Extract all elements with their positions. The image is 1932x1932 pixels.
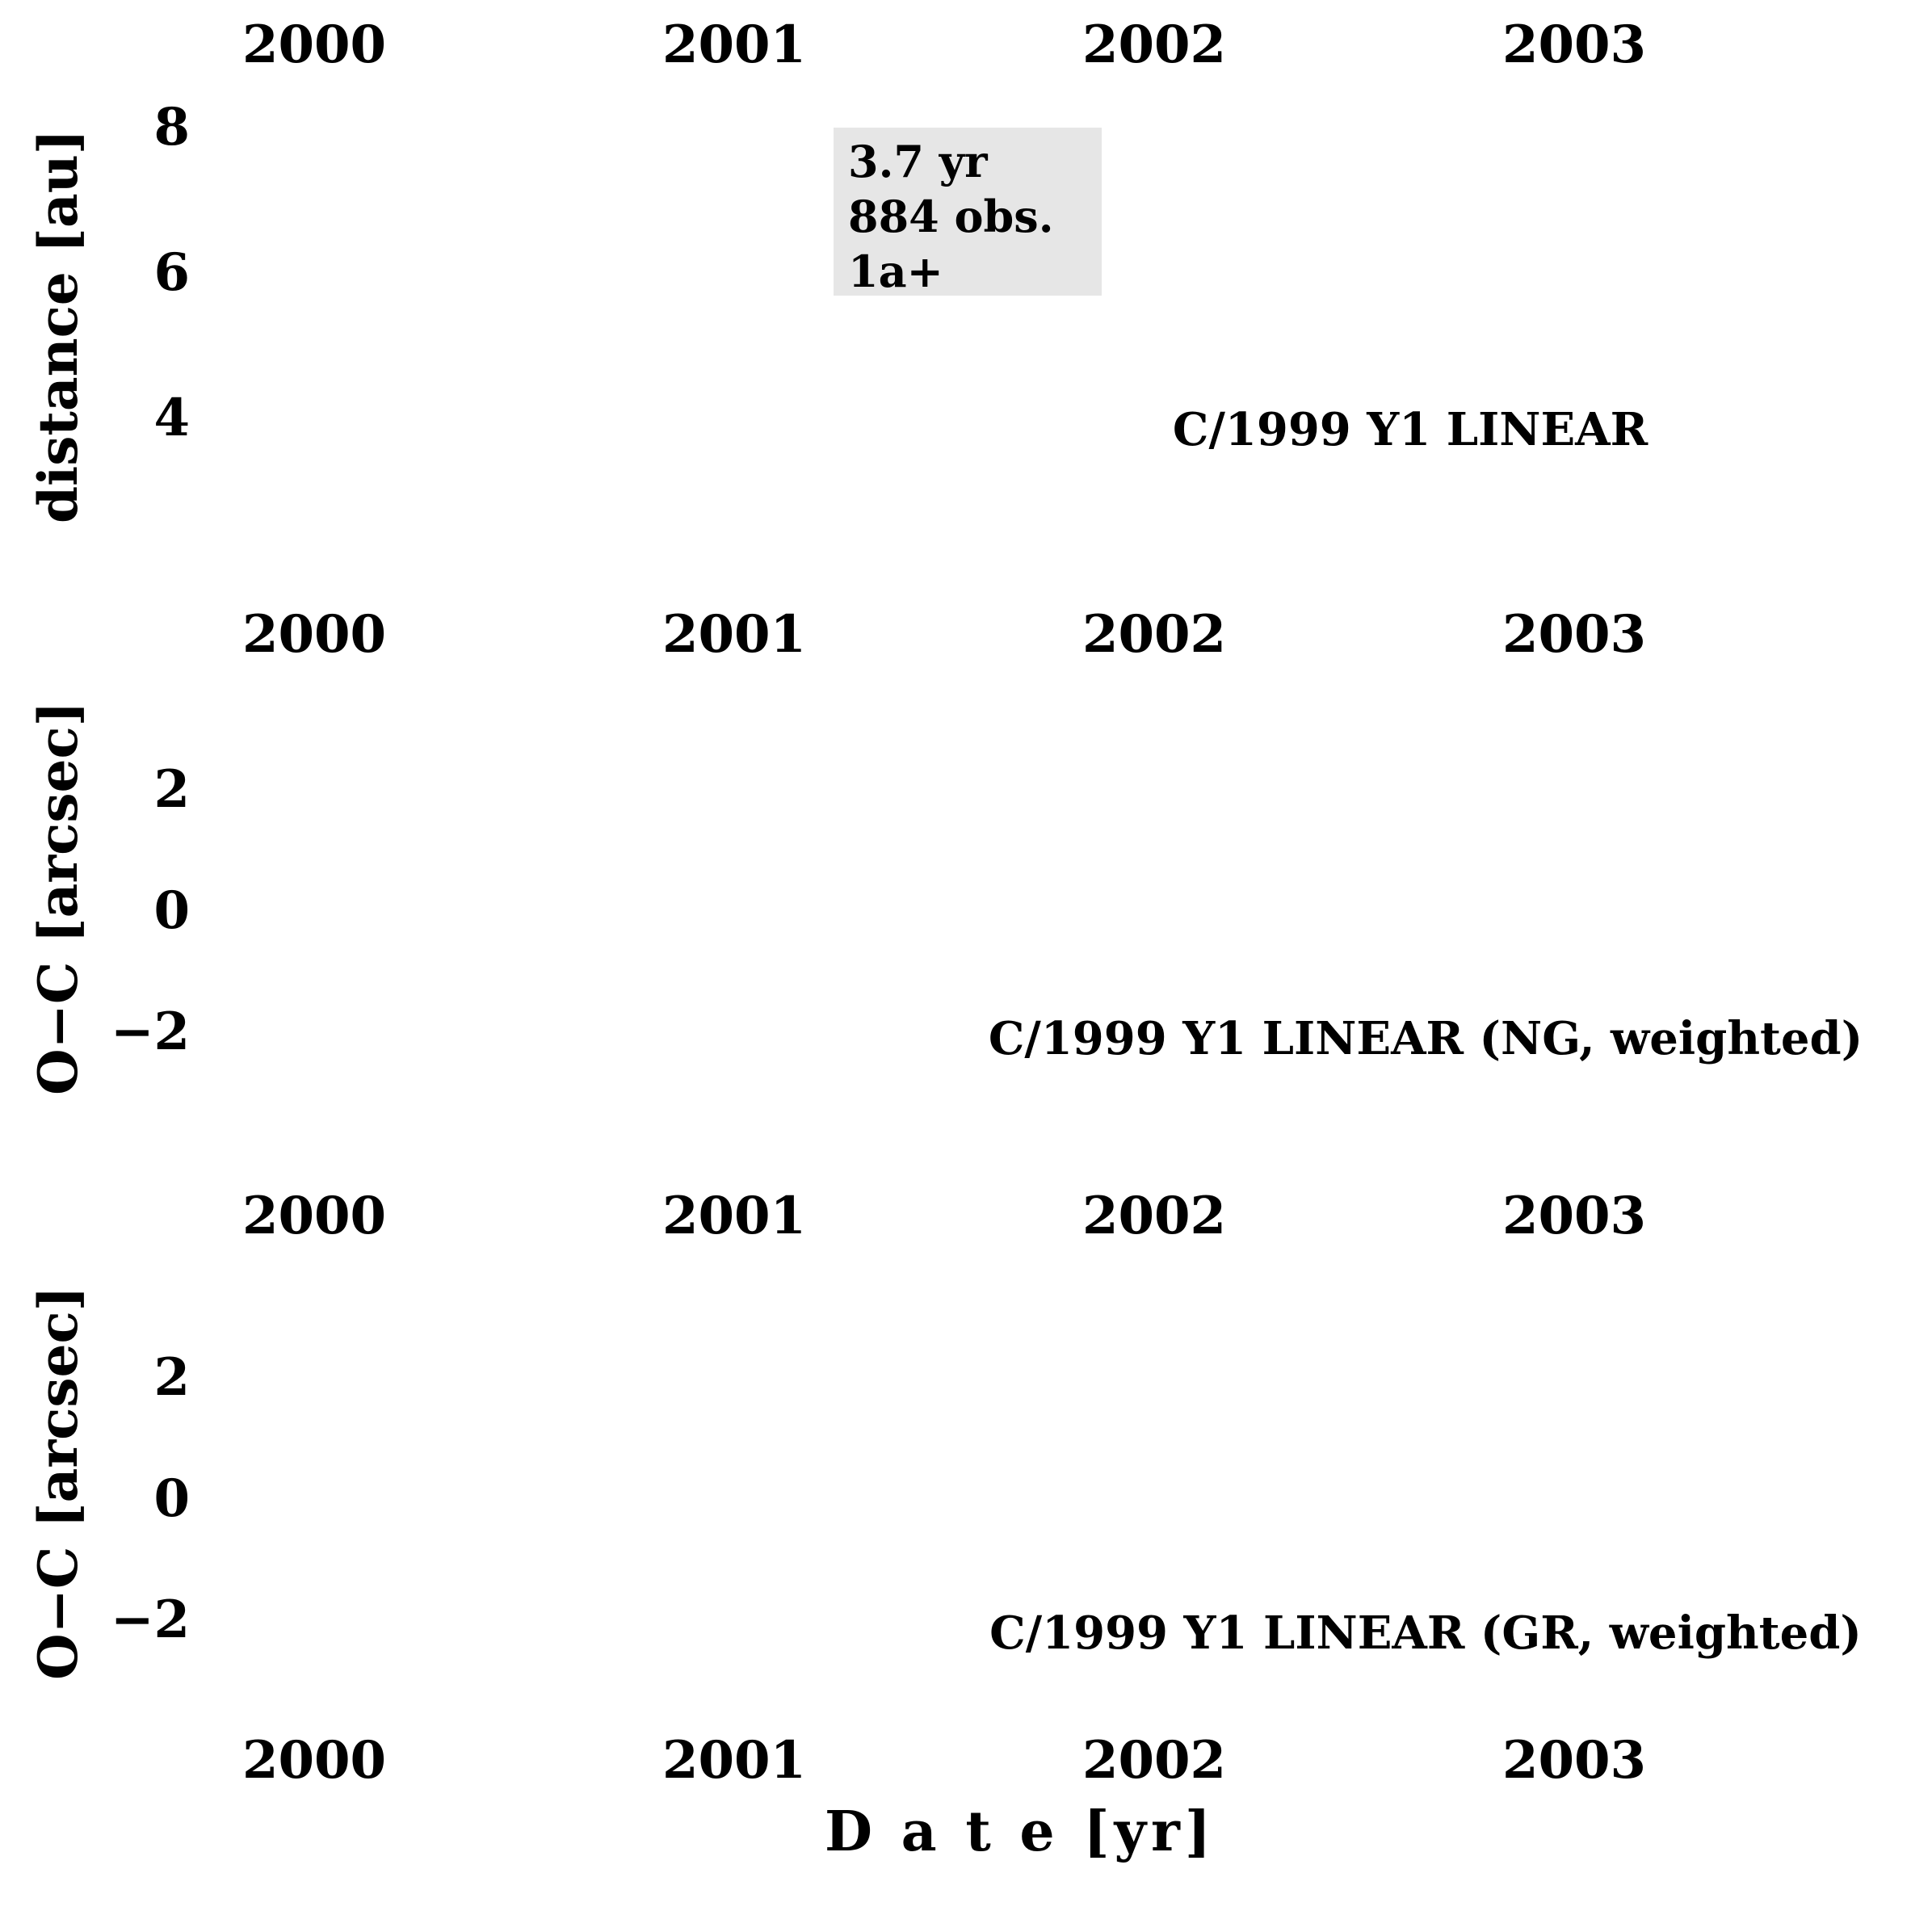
p1-top-year-2000: 2000 — [242, 15, 387, 75]
annotation-line-code: 1a+ — [848, 246, 943, 297]
p3-ytick-0: 0 — [153, 1468, 190, 1529]
p1-title: C/1999 Y1 LINEAR — [1172, 403, 1648, 456]
p3-title: C/1999 Y1 LINEAR (GR, weighted) — [989, 1606, 1862, 1660]
p1-top-year-2001: 2001 — [662, 15, 807, 75]
p3-y-axis-title: O−C [arcsec] — [27, 1286, 90, 1680]
p1-ytick-6: 6 — [153, 242, 190, 303]
p2-y-axis-title: O−C [arcsec] — [27, 701, 90, 1095]
p1-ytick-8: 8 — [153, 97, 190, 158]
x-axis-title: D a t e [yr] — [824, 1800, 1216, 1864]
p2-top-year-2001: 2001 — [662, 604, 807, 665]
p2-ytick-m2: −2 — [110, 1002, 190, 1062]
p1-top-year-2003: 2003 — [1502, 15, 1647, 75]
p2-top-year-2000: 2000 — [242, 604, 387, 665]
p2-ytick-2: 2 — [153, 759, 190, 820]
p3-ytick-m2: −2 — [110, 1590, 190, 1650]
bottom-year-2000: 2000 — [242, 1730, 387, 1791]
annotation-box — [834, 128, 1102, 296]
p1-top-year-2002: 2002 — [1082, 15, 1227, 75]
p1-ytick-4: 4 — [153, 388, 190, 448]
p3-top-year-2000: 2000 — [242, 1186, 387, 1246]
p1-y-axis-title: distance [au] — [27, 129, 90, 523]
annotation-line-arc: 3.7 yr — [848, 136, 988, 187]
p2-top-year-2003: 2003 — [1502, 604, 1647, 665]
p2-title: C/1999 Y1 LINEAR (NG, weighted) — [988, 1012, 1863, 1065]
p3-top-year-2003: 2003 — [1502, 1186, 1647, 1246]
bottom-year-2002: 2002 — [1082, 1730, 1227, 1791]
p3-ytick-2: 2 — [153, 1347, 190, 1408]
p2-top-year-2002: 2002 — [1082, 604, 1227, 665]
annotation-line-obs: 884 obs. — [848, 191, 1054, 242]
bottom-year-2001: 2001 — [662, 1730, 807, 1791]
bottom-year-2003: 2003 — [1502, 1730, 1647, 1791]
p3-top-year-2002: 2002 — [1082, 1186, 1227, 1246]
p3-top-year-2001: 2001 — [662, 1186, 807, 1246]
p2-ytick-0: 0 — [153, 880, 190, 941]
